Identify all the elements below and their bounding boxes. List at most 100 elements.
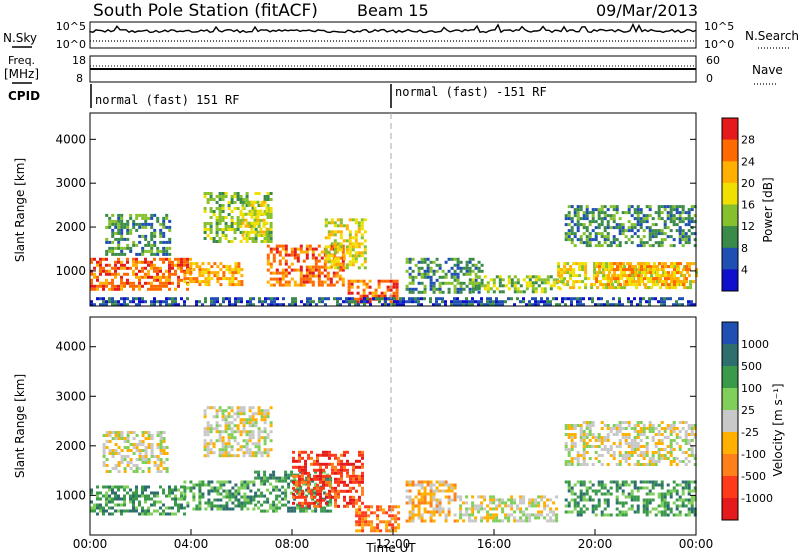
power-cell — [339, 297, 342, 301]
power-cell — [231, 277, 235, 281]
power-cell — [610, 262, 613, 266]
velocity-cell — [293, 488, 297, 492]
power-cell — [408, 290, 412, 294]
power-cell — [483, 284, 487, 288]
power-cell — [287, 280, 291, 284]
power-cell — [209, 228, 213, 231]
power-cell — [588, 220, 592, 224]
power-cell — [105, 303, 108, 307]
power-cell — [528, 284, 532, 288]
velocity-cell — [227, 433, 231, 437]
power-cell — [593, 268, 597, 272]
power-cell — [561, 281, 565, 285]
velocity-cell — [450, 483, 454, 487]
velocity-cell — [301, 456, 304, 460]
velocity-ylabel: Slant Range [km] — [13, 374, 27, 478]
velocity-cell — [111, 497, 114, 501]
velocity-cell — [690, 448, 694, 451]
velocity-cell — [420, 498, 424, 502]
power-cell — [105, 272, 108, 276]
velocity-cell — [417, 492, 421, 496]
velocity-cell — [411, 498, 415, 502]
power-cell — [320, 280, 324, 284]
velocity-cell — [319, 462, 322, 466]
power-cell — [670, 280, 673, 284]
power-cell — [189, 277, 193, 281]
power-cell — [669, 244, 673, 248]
power-cell — [241, 215, 245, 219]
power-cell — [257, 225, 261, 228]
power-cell — [308, 277, 312, 281]
power-cell — [162, 216, 166, 220]
velocity-cell — [594, 507, 598, 511]
power-cell — [275, 280, 279, 284]
velocity-cell — [648, 480, 652, 484]
velocity-cell — [480, 516, 484, 520]
power-cell — [651, 217, 655, 221]
power-cell — [153, 234, 157, 238]
power-cell — [256, 230, 260, 234]
power-cell — [311, 271, 315, 275]
velocity-cell — [117, 446, 121, 449]
velocity-cell — [225, 492, 229, 496]
power-cell — [317, 268, 321, 272]
velocity-cell — [660, 457, 664, 460]
power-cell — [159, 234, 163, 238]
power-cell — [582, 241, 586, 245]
velocity-cell — [135, 449, 139, 452]
power-cell — [230, 201, 234, 204]
velocity-cell — [174, 488, 177, 492]
power-cell — [486, 287, 490, 291]
power-cell — [639, 211, 643, 215]
velocity-cell — [123, 488, 126, 492]
power-cell — [564, 238, 568, 242]
power-cell — [639, 297, 642, 301]
power-cell — [444, 275, 448, 279]
power-cell — [513, 284, 517, 288]
power-cell — [177, 275, 180, 279]
power-cell — [607, 280, 610, 284]
velocity-cell — [669, 430, 673, 433]
power-cell — [610, 265, 613, 269]
velocity-cell — [549, 507, 553, 511]
power-cell — [531, 290, 535, 294]
velocity-cell — [296, 485, 300, 489]
velocity-cell — [474, 516, 478, 520]
power-cell — [244, 200, 248, 204]
velocity-cell — [579, 498, 583, 502]
power-cell — [135, 228, 139, 232]
power-cell — [465, 263, 469, 267]
velocity-cell — [642, 445, 646, 448]
velocity-cell — [642, 498, 646, 502]
power-cell — [676, 262, 679, 266]
power-cell — [570, 232, 574, 236]
velocity-cell — [630, 448, 634, 451]
power-region-1 — [105, 213, 172, 256]
power-cell — [363, 245, 367, 249]
velocity-cell — [573, 436, 577, 439]
velocity-cell — [591, 489, 595, 493]
power-cell — [302, 274, 306, 278]
velocity-cell — [132, 431, 136, 434]
power-cell — [471, 300, 474, 304]
velocity-cell — [334, 504, 337, 508]
velocity-cell — [284, 479, 288, 483]
power-colorbar-segment — [722, 161, 738, 184]
power-cell — [498, 290, 502, 294]
power-cell — [252, 303, 255, 307]
velocity-cell — [447, 486, 451, 490]
power-cell — [275, 247, 279, 251]
power-cell — [611, 268, 615, 272]
power-cell — [374, 291, 378, 295]
velocity-cell — [693, 424, 697, 427]
power-cell — [620, 271, 624, 275]
velocity-cell — [660, 495, 664, 499]
power-cell — [585, 217, 589, 221]
velocity-cell — [117, 494, 120, 498]
power-cell — [656, 271, 660, 275]
velocity-cell — [379, 508, 383, 512]
velocity-cell — [263, 430, 267, 434]
power-cell — [578, 280, 582, 284]
velocity-cell — [636, 424, 640, 427]
velocity-cell — [206, 451, 210, 455]
